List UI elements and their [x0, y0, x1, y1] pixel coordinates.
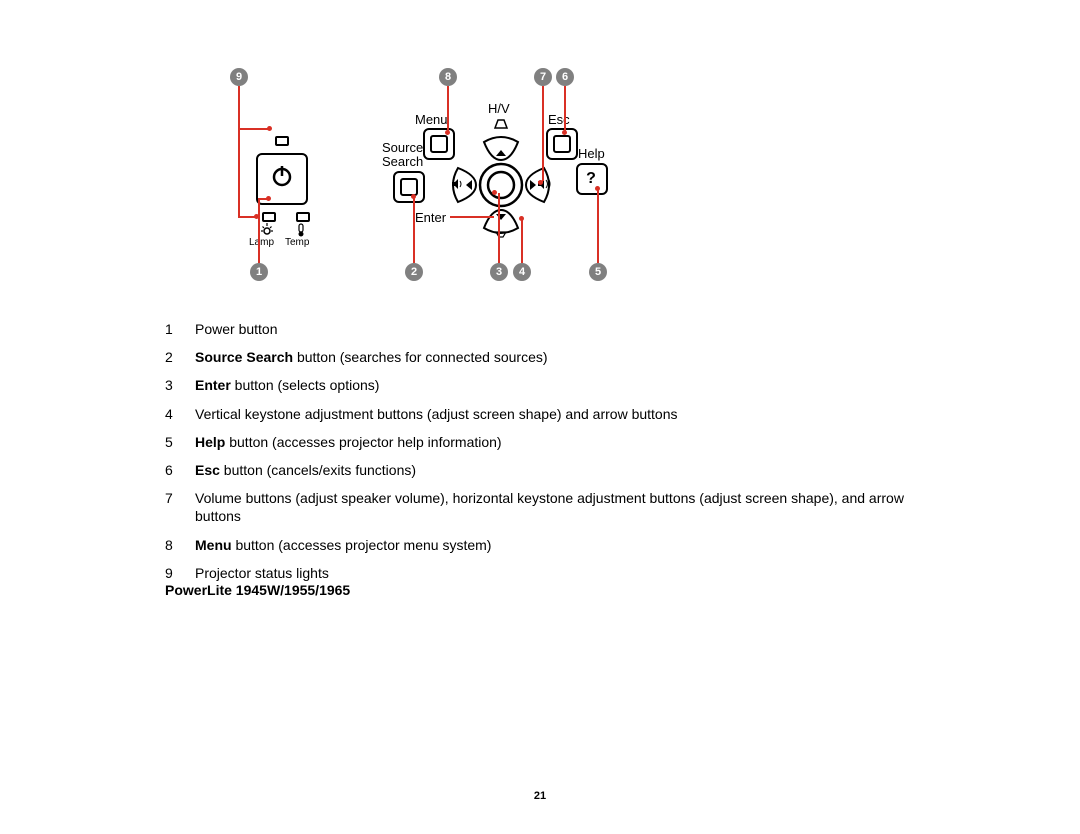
legend-item: 3 Enter button (selects options) [165, 376, 950, 394]
callout-3: 3 [490, 263, 508, 281]
legend-item: 2 Source Search button (searches for con… [165, 348, 950, 366]
legend-item: 7 Volume buttons (adjust speaker volume)… [165, 489, 950, 525]
nav-cluster [446, 130, 556, 240]
source-label2: Search [382, 154, 423, 169]
hv-label: H/V [488, 101, 510, 116]
callout-9: 9 [230, 68, 248, 86]
control-panel-diagram: 9 8 7 6 1 2 3 4 5 [230, 68, 650, 283]
legend-item: 4 Vertical keystone adjustment buttons (… [165, 405, 950, 423]
help-icon: ? [581, 167, 601, 187]
menu-label: Menu [415, 112, 448, 127]
power-icon [270, 163, 294, 187]
lamp-icon [260, 223, 274, 237]
help-label: Help [578, 146, 605, 161]
callout-8: 8 [439, 68, 457, 86]
page-number: 21 [0, 790, 1080, 802]
source-label1: Source [382, 140, 423, 155]
power-led [275, 136, 289, 146]
callout-2: 2 [405, 263, 423, 281]
callout-7: 7 [534, 68, 552, 86]
legend-item: 9 Projector status lights [165, 564, 950, 582]
callout-4: 4 [513, 263, 531, 281]
lamp-led [262, 212, 276, 222]
svg-text:?: ? [586, 170, 596, 187]
callout-5: 5 [589, 263, 607, 281]
temp-icon [296, 223, 306, 237]
enter-label: Enter [415, 210, 446, 225]
lamp-label: Lamp [249, 237, 274, 248]
temp-label: Temp [285, 237, 309, 248]
legend-item: 6 Esc button (cancels/exits functions) [165, 461, 950, 479]
callout-1: 1 [250, 263, 268, 281]
model-title: PowerLite 1945W/1955/1965 [165, 582, 350, 598]
callout-6: 6 [556, 68, 574, 86]
esc-label: Esc [548, 112, 570, 127]
legend-list: 1 Power button 2 Source Search button (s… [165, 320, 950, 592]
legend-item: 8 Menu button (accesses projector menu s… [165, 536, 950, 554]
temp-led [296, 212, 310, 222]
legend-item: 5 Help button (accesses projector help i… [165, 433, 950, 451]
keystone-icon [493, 118, 509, 130]
legend-item: 1 Power button [165, 320, 950, 338]
